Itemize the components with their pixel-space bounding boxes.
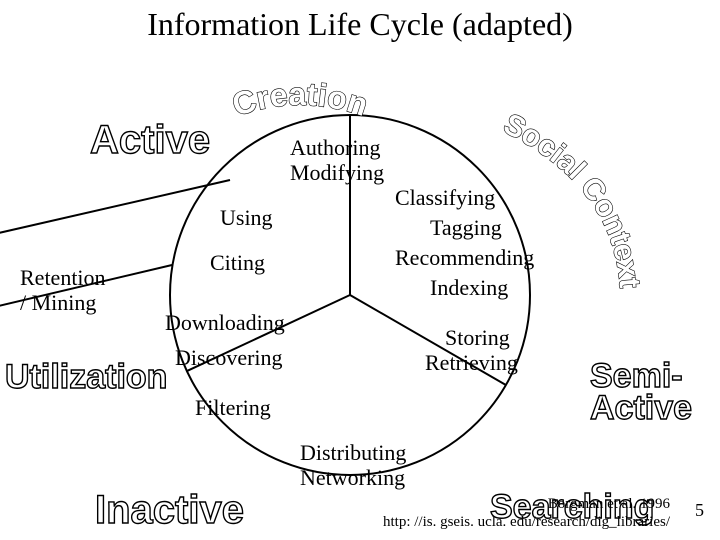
wordart-creation: Creation xyxy=(228,76,372,123)
label-using: Using xyxy=(220,205,273,230)
label-networking: Networking xyxy=(300,465,405,490)
wordart-semi-active: Semi-Active xyxy=(590,360,692,425)
label-citing: Citing xyxy=(210,250,265,275)
label-storing: Storing xyxy=(445,325,510,350)
citation-line1: Borgman et al. 1996 xyxy=(548,496,670,512)
label-filtering: Filtering xyxy=(195,395,271,420)
wordart-active: Active xyxy=(90,120,210,160)
label-retention: Retention/ Mining xyxy=(20,265,106,316)
label-recommending: Recommending xyxy=(395,245,534,270)
label-retrieving: Retrieving xyxy=(425,350,518,375)
label-authoring: Authoring xyxy=(290,135,380,160)
citation: Borgman et al. 1996 http: //is. gseis. u… xyxy=(210,495,670,531)
slide-stage: Information Life Cycle (adapted) Creatio… xyxy=(0,0,720,540)
label-tagging: Tagging xyxy=(430,215,502,240)
label-discovering: Discovering xyxy=(175,345,283,370)
citation-line2: http: //is. gseis. ucla. edu/research/di… xyxy=(383,514,670,530)
label-classifying: Classifying xyxy=(395,185,495,210)
label-modifying: Modifying xyxy=(290,160,384,185)
wordart-utilization: Utilization xyxy=(5,360,167,394)
label-downloading: Downloading xyxy=(165,310,285,335)
label-distributing: Distributing xyxy=(300,440,406,465)
label-indexing: Indexing xyxy=(430,275,508,300)
page-number: 5 xyxy=(695,500,704,521)
